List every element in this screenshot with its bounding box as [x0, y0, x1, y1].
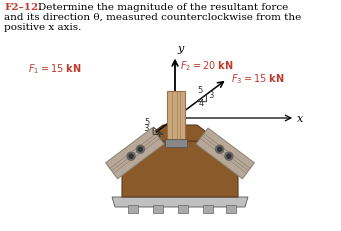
Circle shape — [136, 145, 144, 153]
Circle shape — [227, 154, 231, 158]
Text: positive x axis.: positive x axis. — [4, 23, 81, 32]
Polygon shape — [155, 125, 205, 141]
Text: 3: 3 — [144, 124, 149, 133]
Circle shape — [127, 152, 135, 160]
Text: x: x — [297, 114, 303, 124]
Bar — [226, 205, 236, 213]
Bar — [178, 205, 188, 213]
Polygon shape — [122, 141, 238, 197]
Polygon shape — [106, 128, 164, 179]
Bar — [128, 205, 138, 213]
Text: 5: 5 — [145, 118, 150, 127]
Circle shape — [218, 147, 222, 151]
Circle shape — [129, 154, 133, 158]
Text: F2–12.: F2–12. — [4, 3, 42, 12]
Polygon shape — [196, 128, 254, 179]
Text: $F_3 = 15\ \mathbf{kN}$: $F_3 = 15\ \mathbf{kN}$ — [231, 72, 284, 86]
Text: 4: 4 — [199, 99, 204, 108]
Text: Determine the magnitude of the resultant force: Determine the magnitude of the resultant… — [38, 3, 288, 12]
Text: $F_2 = 20\ \mathbf{kN}$: $F_2 = 20\ \mathbf{kN}$ — [180, 59, 234, 73]
Text: and its direction θ, measured counterclockwise from the: and its direction θ, measured counterclo… — [4, 13, 301, 22]
Bar — [203, 205, 213, 213]
Bar — [165, 139, 187, 147]
Bar — [167, 91, 185, 141]
Circle shape — [225, 152, 233, 160]
Text: 3: 3 — [208, 91, 214, 100]
Circle shape — [216, 145, 224, 153]
Circle shape — [138, 147, 143, 151]
Text: y: y — [177, 44, 183, 54]
Text: 5: 5 — [197, 86, 202, 95]
Polygon shape — [112, 197, 248, 207]
Text: $F_1 = 15\ \mathbf{kN}$: $F_1 = 15\ \mathbf{kN}$ — [28, 62, 81, 76]
Bar — [153, 205, 163, 213]
Text: 4: 4 — [155, 131, 161, 140]
